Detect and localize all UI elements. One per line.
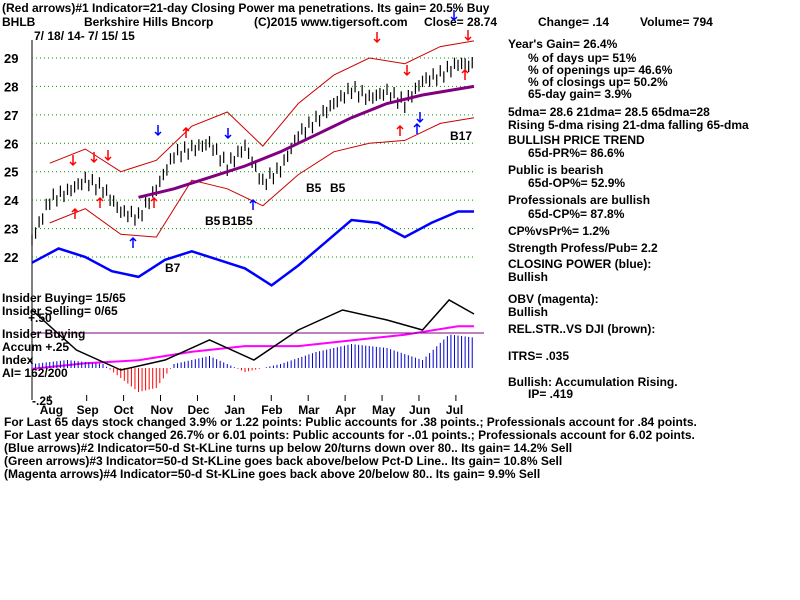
signal-label: B5 [330, 181, 346, 195]
header-indicator-line: (Red arrows)#1 Indicator=21-day Closing … [2, 1, 490, 15]
buy-arrow-icon [129, 236, 137, 248]
sell-arrow-icon [464, 30, 472, 42]
buy-arrow-icon [150, 196, 158, 208]
buy-arrow-icon [96, 196, 104, 208]
buy-arrow-icon [71, 207, 79, 219]
sell-arrow-icon [69, 155, 77, 167]
y-tick-label: 26 [4, 136, 18, 151]
date-range: 7/ 18/ 14- 7/ 15/ 15 [34, 29, 135, 43]
buy-arrow-icon [396, 124, 404, 136]
y-tick-label: 22 [4, 250, 18, 265]
stat-line: % of days up= 51% [528, 51, 637, 65]
sell-arrow-icon [224, 128, 232, 140]
stat-line: Rising 5-dma rising 21-dma falling 65-dm… [508, 118, 749, 132]
x-tick-label: Apr [335, 403, 356, 417]
buy-arrow-icon [413, 122, 421, 134]
stat-line: 65d-OP%= 52.9% [528, 176, 626, 190]
x-tick-label: Sep [77, 403, 99, 417]
stat-line: 5dma= 28.6 21dma= 28.5 65dma=28 [508, 105, 710, 119]
insider-selling-label: Insider Selling= 0/65 [2, 304, 118, 318]
rel-strength-line [31, 299, 475, 371]
ticker: BHLB [2, 15, 36, 29]
y-tick-label: 28 [4, 79, 18, 94]
footer-line: (Blue arrows)#2 Indicator=50-d St-KLine … [4, 441, 573, 455]
volume-value: Volume= 794 [640, 15, 713, 29]
stat-line: % of closings up= 50.2% [528, 75, 668, 89]
stat-line: REL.STR..VS DJI (brown): [508, 322, 656, 336]
stat-line: Public is bearish [508, 163, 604, 177]
accum-label: Accum +.25 [2, 340, 70, 354]
x-tick-label: Dec [187, 403, 209, 417]
x-tick-label: May [372, 403, 396, 417]
signal-label: B5 [205, 214, 221, 228]
buy-arrow-icon [461, 68, 469, 80]
buy-arrow-icon [182, 126, 190, 138]
sell-arrow-icon [154, 125, 162, 137]
stat-line: CLOSING POWER (blue): [508, 257, 652, 271]
signal-label: B7 [165, 261, 181, 275]
sell-arrow-icon [90, 152, 98, 164]
sell-arrow-icon [450, 10, 458, 22]
y-tick-label: 27 [4, 108, 18, 123]
x-tick-label: Feb [261, 403, 282, 417]
close-value: Close= 28.74 [424, 15, 498, 29]
y-tick-label: 25 [4, 165, 18, 180]
x-tick-label: Aug [40, 403, 63, 417]
stat-line: CP%vsPr%= 1.2% [508, 224, 610, 238]
lower-band-line [49, 117, 475, 238]
stat-line: OBV (magenta): [508, 292, 599, 306]
ai-label: AI= 162/200 [2, 366, 68, 380]
stat-line: % of openings up= 46.6% [528, 63, 673, 77]
closing-power-line [31, 210, 474, 287]
stat-line: Year's Gain= 26.4% [508, 37, 618, 51]
stat-line: 65d-PR%= 86.6% [528, 146, 625, 160]
plus50-label: +.50 [28, 311, 52, 325]
stat-line: Strength Profess/Pub= 2.2 [508, 241, 658, 255]
copyright: (C)2015 www.tigersoft.com [254, 15, 408, 29]
stat-line: Bullish: Accumulation Rising. [508, 375, 678, 389]
stat-line: Professionals are bullish [508, 193, 651, 207]
stat-line: 65d-CP%= 87.8% [528, 207, 625, 221]
signal-label: B17 [450, 129, 472, 143]
insider-buying-label-2: Insider Buying [2, 327, 86, 341]
stat-line: ITRS= .035 [508, 349, 570, 363]
sell-arrow-icon [403, 65, 411, 77]
x-tick-label: Jan [224, 403, 245, 417]
x-tick-label: Jul [446, 403, 463, 417]
footer-line: For Last year stock changed 26.7% or 6.0… [4, 428, 695, 442]
minus25-label: -.25 [32, 394, 53, 408]
footer-line: For Last 65 days stock changed 3.9% or 1… [4, 415, 697, 429]
sell-arrow-icon [104, 150, 112, 162]
stat-line: Bullish [508, 270, 549, 284]
change-value: Change= .14 [538, 15, 610, 29]
x-tick-label: Oct [114, 403, 134, 417]
obv-line [31, 325, 474, 370]
stat-line: 65-day gain= 3.9% [528, 87, 632, 101]
signal-label: B1B5 [222, 214, 253, 228]
y-tick-label: 23 [4, 222, 18, 237]
sell-arrow-icon [416, 112, 424, 124]
index-label: Index [2, 353, 34, 367]
y-tick-label: 29 [4, 51, 18, 66]
x-tick-label: Nov [151, 403, 174, 417]
x-tick-label: Jun [409, 403, 430, 417]
insider-buying-label: Insider Buying= 15/65 [2, 291, 126, 305]
upper-band-line [49, 40, 475, 173]
footer-line: (Magenta arrows)#4 Indicator=50-d St-KLi… [4, 467, 541, 481]
signal-label: B5 [306, 181, 322, 195]
ma65-line [138, 84, 475, 199]
stat-line: IP= .419 [528, 387, 574, 401]
stat-line: Bullish [508, 305, 549, 319]
footer-line: (Green arrows)#3 Indicator=50-d St-KLine… [4, 454, 563, 468]
y-tick-label: 24 [4, 193, 19, 208]
stat-line: BULLISH PRICE TREND [508, 133, 645, 147]
company-name: Berkshire Hills Bncorp [84, 15, 214, 29]
x-tick-label: Mar [298, 403, 320, 417]
buy-arrow-icon [249, 198, 257, 210]
sell-arrow-icon [373, 32, 381, 44]
